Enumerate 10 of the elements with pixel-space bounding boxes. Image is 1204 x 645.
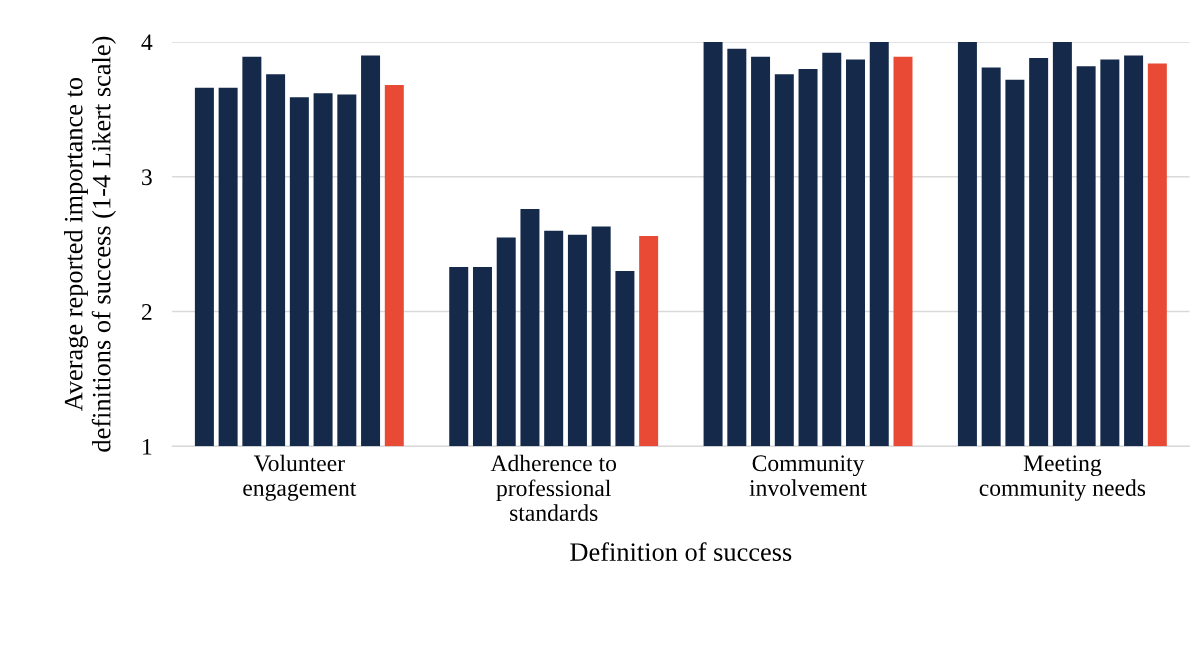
y-tick-label: 3 bbox=[142, 169, 152, 186]
x-tick-label: Meeting community needs bbox=[979, 455, 1146, 501]
x-tick-label: Adherence to professional standards bbox=[490, 454, 617, 521]
x-tick-label: Volunteer engagement bbox=[243, 454, 357, 501]
x-tick-label: Community involvement bbox=[749, 455, 867, 496]
y-axis-title: Average reported importance to definitions of success (1-4 Likert scale) bbox=[64, 36, 116, 452]
y-tick-label: 1 bbox=[143, 438, 152, 455]
x-axis-title: Definition of success bbox=[570, 542, 792, 561]
y-tick-label: 2 bbox=[141, 304, 152, 320]
y-tick-label: 4 bbox=[141, 34, 153, 51]
